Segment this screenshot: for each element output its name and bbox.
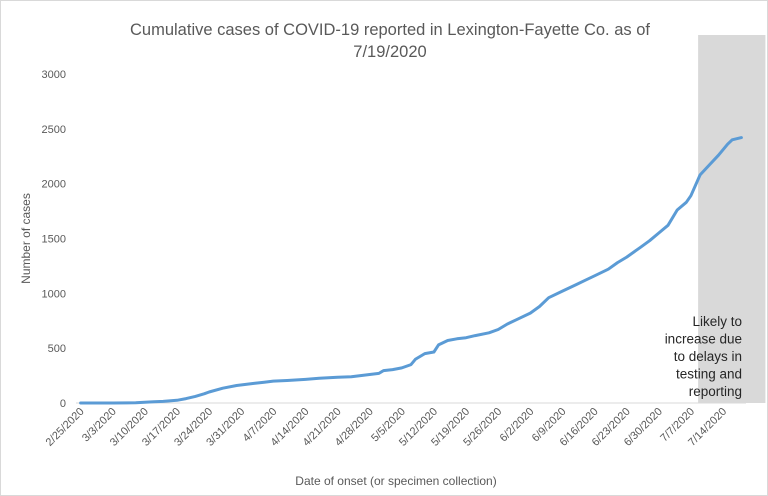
annotation-line: testing and (676, 367, 742, 382)
x-axis-title: Date of onset (or specimen collection) (295, 474, 496, 488)
y-tick-label: 1000 (42, 288, 66, 300)
y-tick-label: 2000 (42, 179, 66, 191)
y-tick-label: 500 (48, 343, 66, 355)
series-line-cumulative-cases (79, 136, 743, 405)
y-axis-title: Number of cases (19, 193, 33, 284)
annotation-line: increase due (665, 332, 742, 347)
annotation-line: reporting (689, 384, 742, 399)
annotation-line: Likely to (692, 314, 742, 329)
shaded-region (698, 35, 766, 403)
x-tick-label: 6/2/2020 (498, 406, 537, 445)
annotation-line: to delays in (674, 349, 742, 364)
y-tick-label: 3000 (42, 69, 66, 81)
y-tick-label: 2500 (42, 124, 66, 136)
chart-title: Cumulative cases of COVID-19 reported in… (130, 21, 650, 61)
x-tick-label: 2/25/2020 (44, 406, 87, 449)
y-tick-label: 1500 (42, 234, 66, 246)
y-tick-label: 0 (60, 398, 66, 410)
